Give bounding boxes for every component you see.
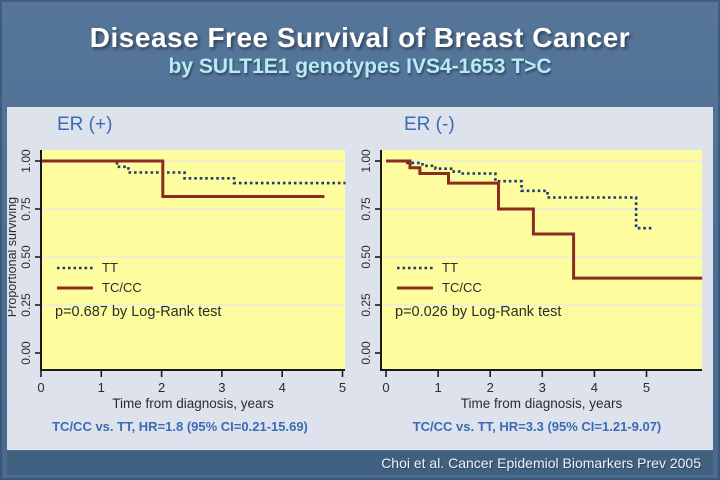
y-tick-label: 0.50 xyxy=(19,245,33,269)
y-tick-label: 0.75 xyxy=(19,197,33,221)
hr-annotation-er-negative: TC/CC vs. TT, HR=3.3 (95% CI=1.21-9.07) xyxy=(412,419,662,434)
p-value-label: p=0.026 by Log-Rank test xyxy=(395,304,561,320)
x-axis-label: Time from diagnosis, years xyxy=(112,396,274,411)
y-tick-label: 0.00 xyxy=(19,341,33,365)
plot-area xyxy=(381,150,702,370)
legend-tt-label: TT xyxy=(442,260,458,275)
citation-text: Choi et al. Cancer Epidemiol Biomarkers … xyxy=(381,455,701,471)
km-chart-er-negative: 0.00 0.25 0.50 0.75 1.00 0 1 2 3 4 5 Time from diag… xyxy=(360,149,703,411)
y-tick-label: 0.75 xyxy=(360,197,373,221)
slide-title: Disease Free Survival of Breast Cancer xyxy=(89,22,631,53)
y-axis-label: Proportional surviving xyxy=(8,197,19,317)
x-tick-label: 4 xyxy=(279,380,286,395)
x-tick-label: 1 xyxy=(98,380,105,395)
y-tick-label: 0.25 xyxy=(360,293,373,317)
x-tick-label: 5 xyxy=(339,380,346,395)
x-tick-label: 3 xyxy=(218,380,225,395)
x-tick-label: 5 xyxy=(643,380,650,395)
tt-curve xyxy=(41,159,346,185)
hr-annotation-er-positive: TC/CC vs. TT, HR=1.8 (95% CI=0.21-15.69) xyxy=(52,419,308,434)
slide-subtitle: by SULT1E1 genotypes IVS4-1653 T>C xyxy=(168,55,552,78)
slide-header: Disease Free Survival of Breast Cancer b… xyxy=(0,0,720,79)
er-negative-label: ER (-) xyxy=(404,114,455,135)
x-tick-label: 0 xyxy=(382,380,389,395)
legend-tccc-label: TC/CC xyxy=(102,280,142,295)
citation-bar: Choi et al. Cancer Epidemiol Biomarkers … xyxy=(7,451,713,475)
legend-tccc-label: TC/CC xyxy=(442,280,482,295)
y-tick-label: 1.00 xyxy=(360,149,373,173)
plot-area xyxy=(41,150,345,370)
er-positive-label: ER (+) xyxy=(57,114,113,135)
tccc-curve xyxy=(386,159,703,280)
x-tick-label: 0 xyxy=(37,380,44,395)
x-axis-label: Time from diagnosis, years xyxy=(461,396,623,411)
x-tick-label: 4 xyxy=(591,380,598,395)
x-tick-label: 2 xyxy=(487,380,494,395)
x-tick-label: 1 xyxy=(434,380,441,395)
y-tick-label: 0.25 xyxy=(19,293,33,317)
y-tick-label: 0.00 xyxy=(360,341,373,365)
x-tick-label: 3 xyxy=(539,380,546,395)
tccc-curve xyxy=(41,159,325,198)
legend-tt-label: TT xyxy=(102,260,118,275)
km-chart-er-positive: 0.00 0.25 0.50 0.75 1.00 0 1 2 3 4 5 Time from diag… xyxy=(8,149,346,411)
y-tick-label: 0.50 xyxy=(360,245,373,269)
p-value-label: p=0.687 by Log-Rank test xyxy=(55,304,221,320)
x-tick-label: 2 xyxy=(158,380,165,395)
tt-curve xyxy=(386,159,652,230)
y-tick-label: 1.00 xyxy=(19,149,33,173)
